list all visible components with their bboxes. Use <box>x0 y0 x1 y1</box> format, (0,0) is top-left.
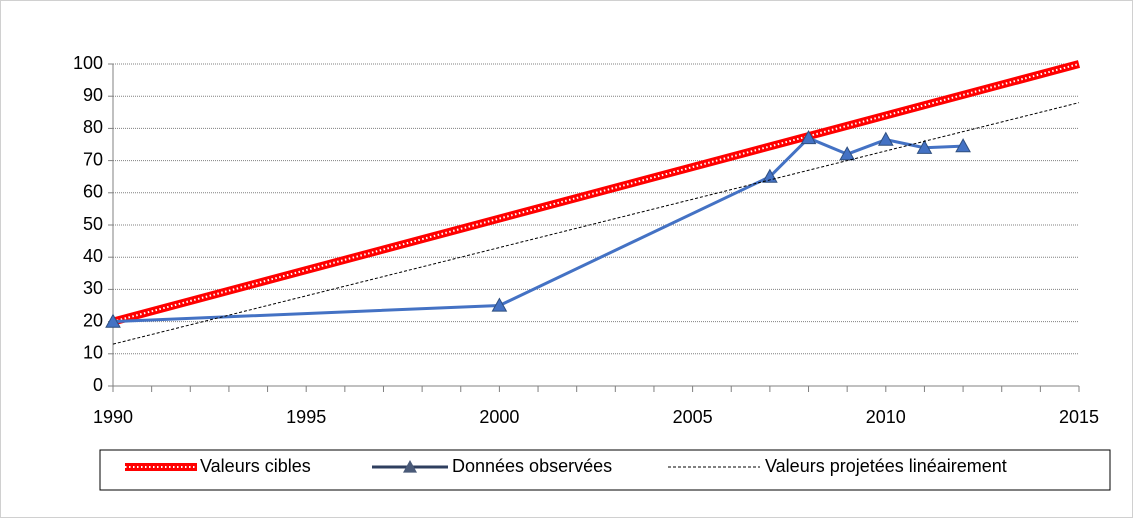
y-tick-label: 30 <box>83 278 103 298</box>
observed-marker <box>105 313 121 328</box>
observed-marker <box>916 139 933 154</box>
x-tick-label: 2015 <box>1059 407 1099 427</box>
y-tick-label: 40 <box>83 246 103 266</box>
y-tick-label: 100 <box>73 53 103 73</box>
x-tick-label: 1990 <box>93 407 133 427</box>
legend-label: Valeurs projetées linéairement <box>765 456 1007 476</box>
observed-marker <box>491 297 508 312</box>
x-tick-label: 1995 <box>286 407 326 427</box>
y-tick-label: 80 <box>83 117 103 137</box>
y-tick-label: 50 <box>83 214 103 234</box>
y-tick-label: 0 <box>93 375 103 395</box>
observed-marker <box>800 130 817 145</box>
projection-line <box>112 102 1080 345</box>
y-tick-label: 20 <box>83 310 103 330</box>
observed-line <box>112 136 964 324</box>
legend-marker <box>403 460 417 473</box>
x-tick-label: 2000 <box>479 407 519 427</box>
x-tick-label: 2005 <box>673 407 713 427</box>
y-tick-label: 70 <box>83 149 103 169</box>
observed-marker <box>955 138 971 153</box>
y-tick-label: 60 <box>83 182 103 202</box>
observed-marker <box>839 146 856 161</box>
target-line-dots <box>112 63 1080 323</box>
y-tick-label: 90 <box>83 85 103 105</box>
x-tick-label: 2010 <box>866 407 906 427</box>
legend-label: Données observées <box>452 456 612 476</box>
legend-box <box>99 449 1111 491</box>
y-tick-label: 10 <box>83 343 103 363</box>
observed-marker <box>877 131 894 146</box>
legend-label: Valeurs cibles <box>200 456 311 476</box>
